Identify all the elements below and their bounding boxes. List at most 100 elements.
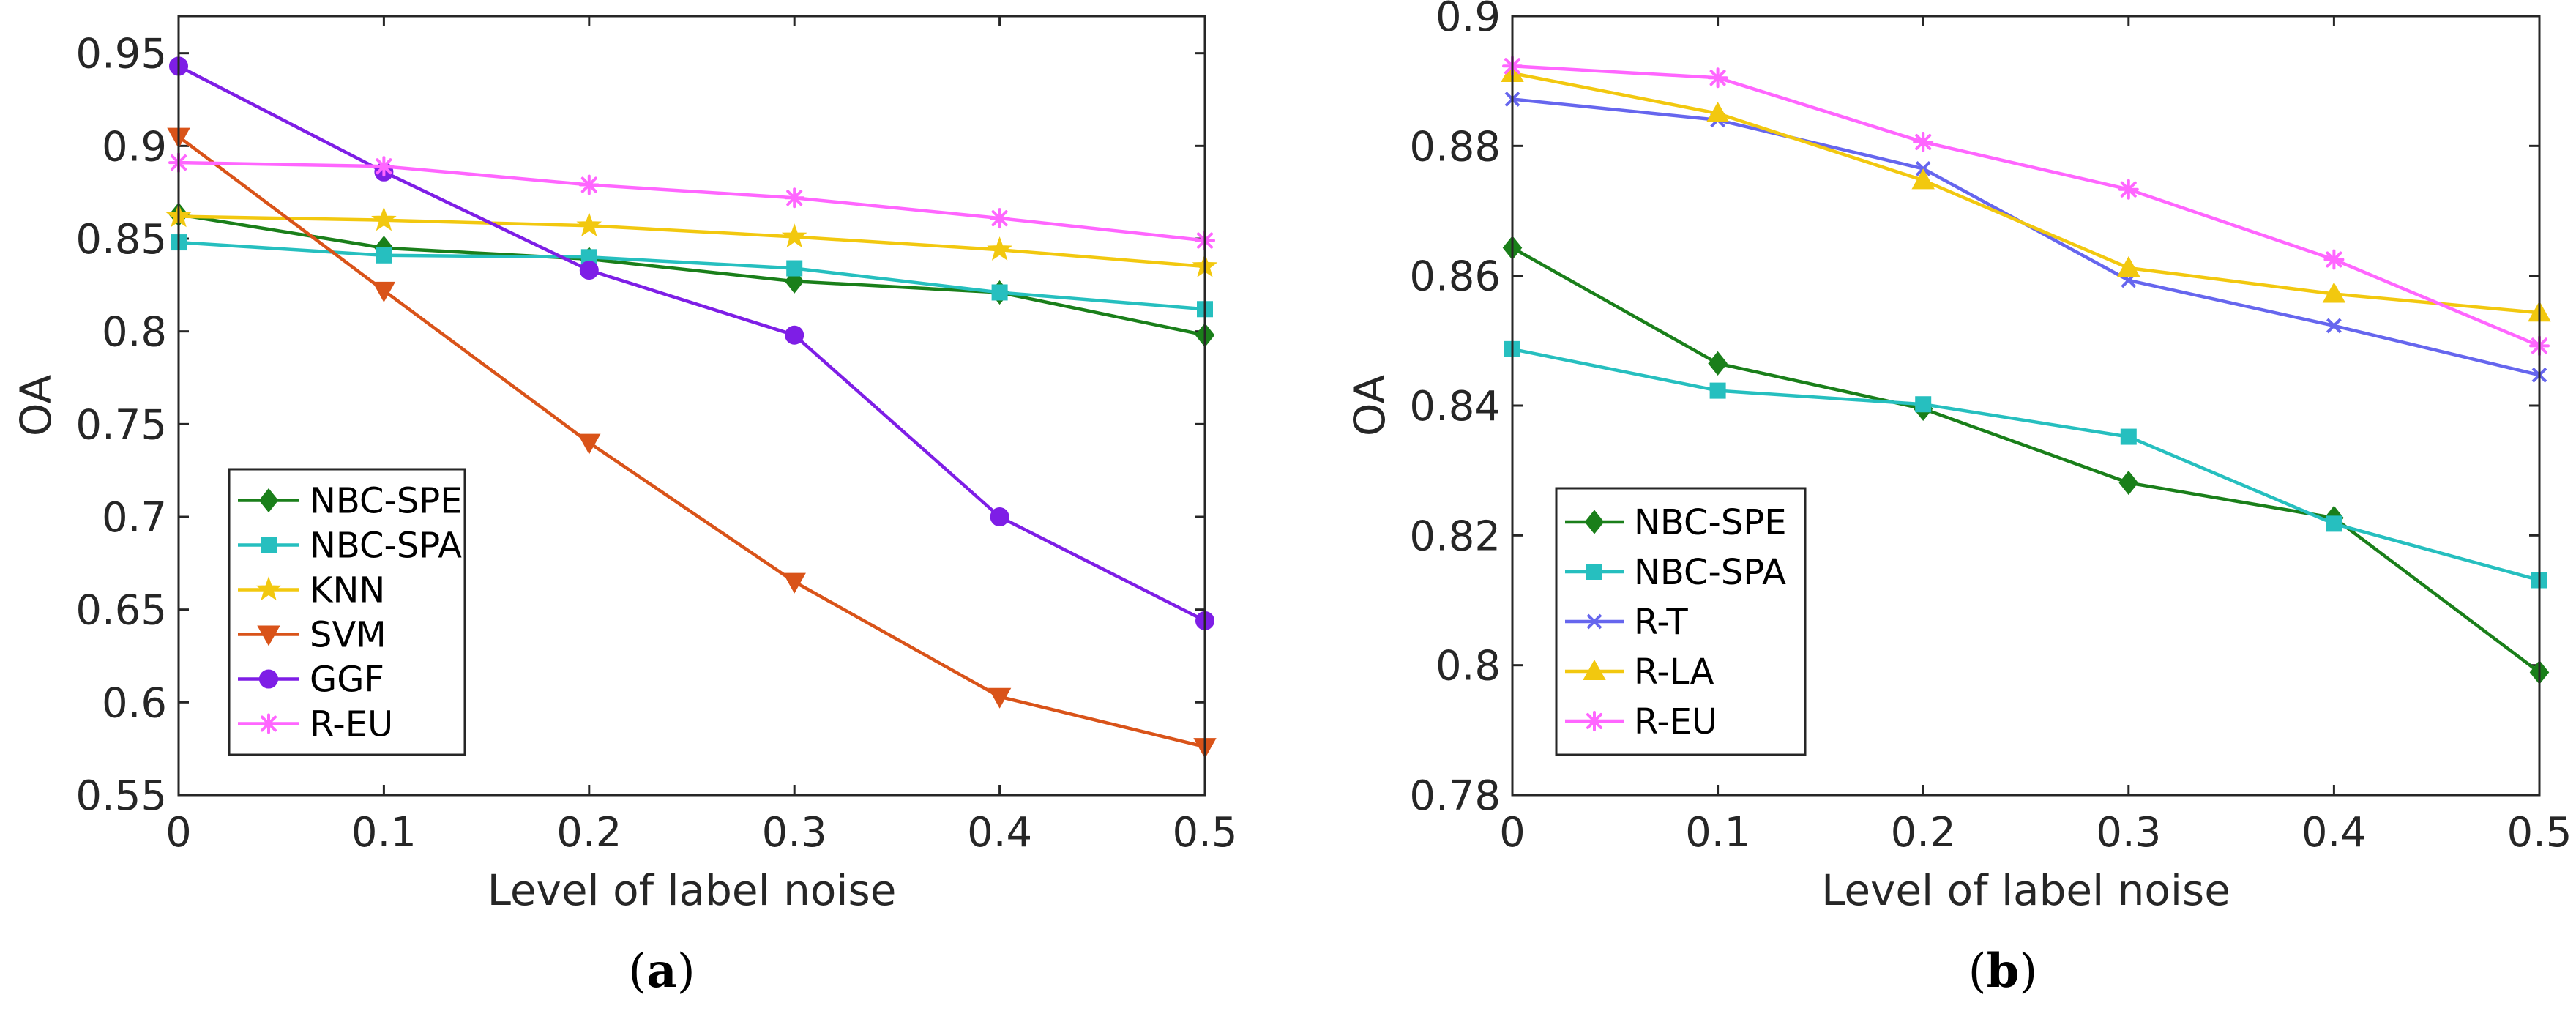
series-line-nbc-spe: [178, 212, 1206, 337]
legend-marker: [1586, 564, 1602, 580]
data-point-r-la: [1706, 101, 1730, 122]
x-axis-label: Level of label noise: [488, 865, 897, 915]
legend-label: R-T: [1634, 602, 1688, 643]
chart-panel-a: 0.55 0.6 0.65 0.7 0.75 0.8 0.85 0.9 0.95 0 0.1 0.2 0…: [11, 15, 1238, 999]
data-point-r-la: [2322, 282, 2346, 303]
x-tick-label: 0.2: [1891, 809, 1956, 857]
legend-marker: [261, 537, 277, 553]
data-point-knn: [371, 206, 397, 231]
y-tick-label: 0.78: [1409, 772, 1501, 820]
data-point-nbc-spa: [2326, 515, 2342, 532]
x-tick-label: 0.4: [2301, 809, 2367, 857]
data-point-r-la: [2117, 255, 2140, 277]
axes-frame: [177, 15, 1206, 797]
data-point-r-eu: [2323, 249, 2345, 270]
x-axis-label: Level of label noise: [1821, 865, 2230, 915]
y-tick-label: 0.75: [75, 401, 167, 449]
legend-marker: [258, 488, 279, 513]
legend-label: KNN: [310, 570, 385, 611]
data-point-knn: [576, 212, 602, 236]
series-line-ggf: [177, 64, 1206, 622]
data-point-r-eu: [578, 174, 600, 195]
data-point-svm: [988, 687, 1012, 709]
legend-label: R-LA: [1634, 652, 1714, 693]
x-tick-label: 0.3: [2096, 809, 2161, 857]
data-point-r-t: [2326, 318, 2342, 334]
y-tick-label: 0.8: [102, 309, 167, 357]
data-point-knn: [987, 236, 1012, 261]
data-point-ggf: [990, 507, 1009, 526]
series-line-svm: [177, 135, 1206, 749]
data-point-knn: [781, 223, 807, 248]
data-point-r-eu: [373, 156, 395, 177]
data-point-r-eu: [1913, 132, 1934, 153]
data-point-nbc-spa: [991, 284, 1008, 301]
series-line-knn: [178, 214, 1206, 269]
legend-marker: [255, 576, 282, 601]
y-axis-label: OA: [11, 375, 61, 437]
y-tick-label: 0.84: [1409, 383, 1501, 430]
data-point-nbc-spe: [1708, 351, 1728, 376]
y-tick-label: 0.55: [75, 772, 167, 820]
axes-frame: [1511, 15, 2541, 797]
data-point-r-la: [1911, 168, 1935, 190]
y-tick-label: 0.7: [102, 494, 167, 542]
legend-label: R-EU: [310, 704, 393, 745]
series-line-r-eu: [178, 160, 1206, 242]
data-point-r-eu: [1707, 67, 1728, 89]
legend-marker: [257, 625, 280, 646]
data-point-nbc-spa: [1915, 396, 1932, 413]
legend-label: SVM: [310, 615, 387, 656]
legend-label: R-EU: [1634, 701, 1717, 742]
series-line-nbc-spa: [178, 240, 1206, 311]
y-tick-label: 0.9: [102, 123, 167, 171]
panel-caption: (a): [628, 944, 695, 999]
data-point-nbc-spa: [2120, 428, 2137, 445]
y-tick-label: 0.82: [1409, 512, 1501, 560]
series-line-nbc-spe: [1511, 246, 2541, 674]
legend-marker: [1584, 711, 1605, 731]
x-tick-label: 0: [165, 809, 192, 857]
y-tick-label: 0.85: [75, 216, 167, 264]
series-line-nbc-spa: [1512, 347, 2540, 582]
x-tick-label: 0: [1499, 809, 1526, 857]
x-tick-label: 0.1: [351, 809, 417, 857]
data-point-nbc-spa: [1709, 382, 1726, 399]
legend: NBC-SPE NBC-SPA R-T R-LA R-EU: [1555, 487, 1807, 756]
legend-label: NBC-SPE: [1634, 502, 1787, 543]
legend-marker: [1584, 510, 1605, 534]
data-point-r-eu: [2118, 179, 2139, 200]
legend-box: [228, 468, 466, 756]
x-tick-label: 0.3: [762, 809, 827, 857]
y-tick-label: 0.88: [1409, 123, 1501, 171]
legend-marker: [259, 669, 278, 689]
data-point-nbc-spa: [376, 247, 392, 264]
chart-panel-b: 0.78 0.8 0.82 0.84 0.86 0.88 0.9 0 0.1 0.2 0.3 0.4 0…: [1345, 0, 2572, 999]
y-tick-label: 0.86: [1409, 253, 1501, 301]
y-tick-label: 0.8: [1436, 643, 1501, 690]
y-tick-label: 0.9: [1436, 0, 1501, 41]
legend-label: NBC-SPA: [310, 526, 462, 567]
data-point-ggf: [785, 325, 804, 345]
y-axis-label: OA: [1345, 375, 1395, 437]
x-tick-label: 0.1: [1685, 809, 1750, 857]
legend-marker: [258, 713, 279, 734]
y-tick-label: 0.65: [75, 587, 167, 635]
series-line-r-la: [1512, 71, 2540, 315]
data-point-svm: [372, 281, 396, 302]
data-point-r-eu: [989, 208, 1010, 229]
x-tick-label: 0.2: [556, 809, 621, 857]
legend-label: NBC-SPE: [310, 481, 463, 522]
data-point-nbc-spe: [2118, 470, 2139, 496]
legend-label: NBC-SPA: [1634, 552, 1786, 593]
data-point-svm: [578, 433, 601, 455]
x-tick-label: 0.5: [1172, 809, 1237, 857]
data-point-ggf: [579, 261, 599, 280]
data-point-svm: [783, 572, 806, 594]
legend-label: GGF: [310, 660, 384, 701]
legend-marker: [1583, 659, 1606, 680]
legend-marker: [1586, 613, 1602, 630]
y-tick-label: 0.95: [75, 31, 167, 78]
